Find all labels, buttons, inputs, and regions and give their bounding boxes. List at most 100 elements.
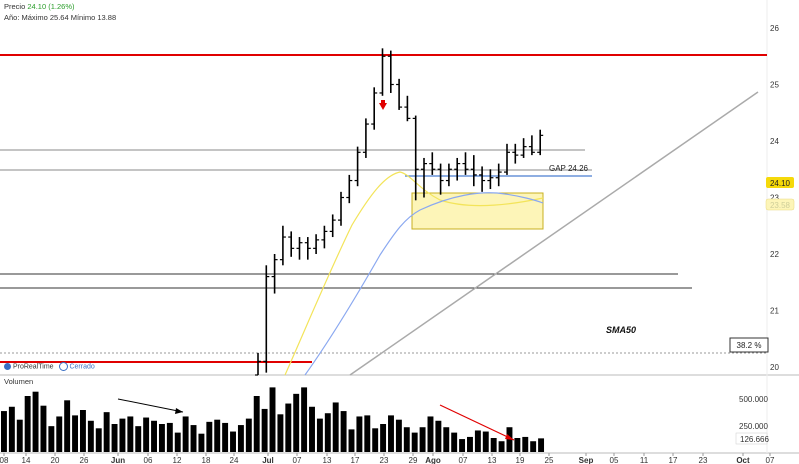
volume-bar bbox=[403, 427, 410, 452]
volume-bar bbox=[380, 424, 387, 452]
sma-value-badge: 23.58 bbox=[765, 198, 795, 211]
volume-bar bbox=[8, 406, 15, 452]
volume-bar bbox=[467, 436, 473, 452]
volume-bar bbox=[119, 418, 126, 452]
sma50-annotation: SMA50 bbox=[606, 325, 636, 335]
ohlc-bar bbox=[271, 254, 278, 294]
arrow-down-right-icon bbox=[505, 434, 514, 440]
arrow-stem bbox=[381, 100, 385, 104]
x-tick-label: 23 bbox=[380, 456, 389, 464]
ohlc-bar bbox=[279, 225, 286, 266]
volume-bar bbox=[151, 420, 157, 452]
volume-bar bbox=[498, 441, 505, 452]
ohlc-bar bbox=[263, 265, 270, 373]
volume-bar bbox=[103, 412, 110, 452]
x-tick-label: 23 bbox=[699, 456, 708, 464]
volume-bar bbox=[166, 422, 173, 452]
ohlc-bar bbox=[429, 152, 436, 175]
sma-short-line bbox=[284, 171, 544, 376]
ohlc-bar bbox=[387, 50, 394, 93]
volume-bar bbox=[72, 415, 79, 452]
x-tick-label: 29 bbox=[409, 456, 418, 464]
x-tick-label: 19 bbox=[516, 456, 525, 464]
price-info: Precio 24.10 (1.26%) bbox=[4, 2, 75, 11]
provider-footer: ProRealTime Cerrado bbox=[4, 362, 95, 371]
ohlc-bar bbox=[346, 174, 353, 204]
ohlc-bar bbox=[462, 152, 469, 175]
price-value: 24.10 bbox=[27, 2, 47, 11]
volume-bar bbox=[285, 403, 292, 452]
ohlc-bar bbox=[288, 231, 295, 257]
x-tick-label: 07 bbox=[293, 456, 302, 464]
volume-bar bbox=[198, 433, 205, 452]
volume-bar bbox=[427, 416, 434, 452]
trend-line bbox=[349, 91, 759, 376]
volume-bar bbox=[182, 416, 189, 452]
ohlc-bar bbox=[504, 143, 510, 175]
volume-bar bbox=[230, 431, 236, 452]
volume-bar bbox=[214, 419, 221, 452]
x-tick-label: 13 bbox=[323, 456, 332, 464]
volume-bar bbox=[316, 418, 323, 452]
x-tick-label: 07 bbox=[766, 456, 775, 464]
volume-bar bbox=[56, 416, 63, 452]
ohlc-bar bbox=[255, 352, 261, 376]
volume-bar bbox=[87, 420, 94, 452]
provider-name: ProRealTime bbox=[12, 363, 54, 371]
x-tick-label: 17 bbox=[669, 456, 678, 464]
ohlc-bar bbox=[470, 155, 477, 187]
sma-value-badge-text: 23.58 bbox=[770, 201, 791, 210]
volume-tick-250k: 250.000 bbox=[739, 422, 768, 431]
volume-bar bbox=[459, 439, 466, 452]
volume-bar bbox=[340, 411, 347, 452]
ohlc-bar bbox=[512, 143, 519, 164]
x-tick-label: Ago bbox=[425, 456, 441, 464]
volume-bar bbox=[348, 429, 355, 452]
volume-bar bbox=[490, 438, 497, 452]
x-tick-label: 07 bbox=[459, 456, 468, 464]
x-tick-label: Jun bbox=[111, 456, 125, 464]
ohlc-bar bbox=[321, 225, 328, 249]
x-tick-label: 20 bbox=[51, 456, 60, 464]
x-tick-label: 05 bbox=[610, 456, 619, 464]
x-tick-label: 26 bbox=[80, 456, 89, 464]
x-tick-label: 24 bbox=[230, 456, 239, 464]
fib-badge: 38.2 % bbox=[729, 337, 769, 353]
ohlc-bar bbox=[338, 191, 344, 226]
volume-bar bbox=[95, 428, 102, 452]
y-tick-label: 25 bbox=[770, 81, 779, 90]
volume-bar bbox=[356, 416, 363, 452]
volume-bar bbox=[174, 432, 181, 452]
volume-bar bbox=[111, 424, 118, 452]
volume-bar bbox=[522, 436, 529, 452]
ohlc-bar bbox=[495, 163, 502, 187]
arrow-right-icon bbox=[175, 408, 183, 414]
x-tick-label: 13 bbox=[488, 456, 497, 464]
fib-badge-text: 38.2 % bbox=[737, 341, 762, 350]
x-axis-ticks: 08 14 20 26 Jun 06 12 18 24 Jul 07 13 17 23 29 Ago 07 13 1… bbox=[0, 453, 775, 464]
volume-bar bbox=[277, 414, 284, 452]
volume-bar bbox=[222, 422, 229, 452]
volume-bar bbox=[64, 400, 71, 452]
volume-bar bbox=[190, 425, 197, 452]
x-tick-label: 06 bbox=[144, 456, 153, 464]
volume-bar bbox=[451, 432, 458, 452]
y-tick-label: 23 bbox=[770, 194, 779, 203]
x-tick-label: 17 bbox=[351, 456, 360, 464]
price-label: Precio bbox=[4, 2, 26, 11]
x-tick-label: 11 bbox=[640, 456, 649, 464]
ohlc-bar bbox=[296, 237, 303, 260]
x-tick-label: 14 bbox=[22, 456, 31, 464]
x-tick-label: 12 bbox=[173, 456, 182, 464]
clock-icon bbox=[58, 362, 68, 371]
volume-bar bbox=[143, 417, 150, 452]
volume-trend-arrow-black bbox=[117, 398, 184, 413]
volume-bar bbox=[435, 420, 442, 452]
ohlc-bar bbox=[412, 115, 419, 201]
price-change: (1.26%) bbox=[48, 2, 75, 11]
volume-bar bbox=[411, 432, 418, 452]
volume-bar bbox=[395, 419, 402, 452]
year-range: Año: Máximo 25.64 Mínimo 13.88 bbox=[4, 13, 117, 22]
volume-bars bbox=[1, 387, 545, 452]
volume-tick-500k: 500.000 bbox=[739, 395, 768, 404]
